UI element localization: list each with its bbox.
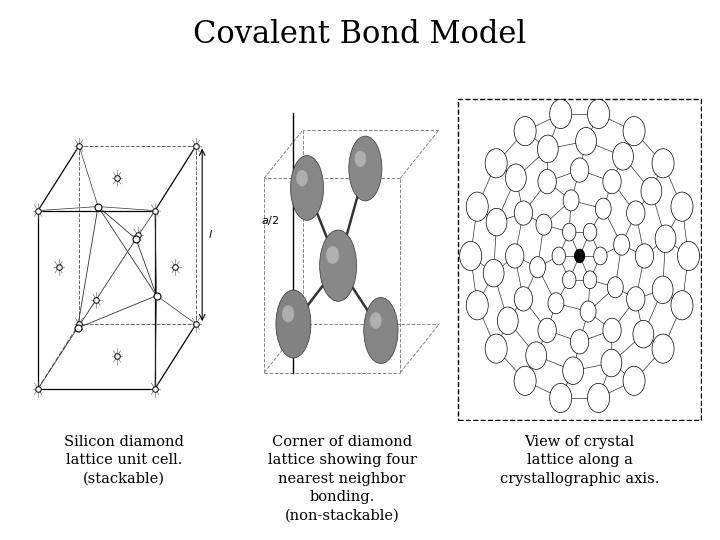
FancyBboxPatch shape <box>459 99 701 420</box>
Ellipse shape <box>549 383 572 413</box>
Ellipse shape <box>514 117 536 146</box>
Text: Covalent Bond Model: Covalent Bond Model <box>194 19 526 50</box>
Ellipse shape <box>603 318 621 342</box>
Ellipse shape <box>563 357 583 384</box>
Ellipse shape <box>354 151 366 167</box>
Ellipse shape <box>549 99 572 129</box>
Ellipse shape <box>641 177 662 205</box>
Ellipse shape <box>514 366 536 395</box>
Ellipse shape <box>623 117 645 146</box>
Ellipse shape <box>467 192 488 221</box>
Ellipse shape <box>613 234 629 255</box>
Ellipse shape <box>678 241 700 271</box>
Ellipse shape <box>583 271 597 289</box>
Ellipse shape <box>652 276 673 303</box>
Text: $a/2$: $a/2$ <box>261 214 279 227</box>
Ellipse shape <box>538 318 557 342</box>
Ellipse shape <box>613 143 634 170</box>
Ellipse shape <box>601 349 622 377</box>
Text: l: l <box>208 230 212 240</box>
Ellipse shape <box>563 190 579 211</box>
Ellipse shape <box>326 246 339 264</box>
Ellipse shape <box>505 244 524 268</box>
Ellipse shape <box>526 342 546 369</box>
Ellipse shape <box>562 223 576 241</box>
Ellipse shape <box>652 148 674 178</box>
Ellipse shape <box>576 127 596 155</box>
Ellipse shape <box>633 320 654 348</box>
Ellipse shape <box>588 99 610 129</box>
Ellipse shape <box>348 136 382 201</box>
Ellipse shape <box>514 287 533 311</box>
Ellipse shape <box>626 287 645 311</box>
Ellipse shape <box>575 249 585 262</box>
Ellipse shape <box>583 223 597 241</box>
Ellipse shape <box>276 290 311 358</box>
Ellipse shape <box>364 298 398 363</box>
Ellipse shape <box>671 291 693 320</box>
Ellipse shape <box>595 198 611 219</box>
Text: Silicon diamond
lattice unit cell.
(stackable): Silicon diamond lattice unit cell. (stac… <box>64 435 184 485</box>
Ellipse shape <box>538 170 557 194</box>
Ellipse shape <box>370 312 382 329</box>
Ellipse shape <box>603 170 621 194</box>
Ellipse shape <box>652 334 674 363</box>
Text: View of crystal
lattice along a
crystallographic axis.: View of crystal lattice along a crystall… <box>500 435 660 485</box>
Ellipse shape <box>514 201 533 225</box>
Ellipse shape <box>562 271 576 289</box>
Ellipse shape <box>536 214 552 235</box>
Ellipse shape <box>655 225 676 253</box>
Ellipse shape <box>548 293 564 314</box>
Ellipse shape <box>282 305 294 322</box>
Ellipse shape <box>530 256 546 278</box>
Ellipse shape <box>467 291 488 320</box>
Ellipse shape <box>498 307 518 335</box>
Ellipse shape <box>626 201 645 225</box>
Ellipse shape <box>671 192 693 221</box>
Ellipse shape <box>580 301 596 322</box>
Ellipse shape <box>505 164 526 192</box>
Ellipse shape <box>588 383 610 413</box>
Ellipse shape <box>296 170 308 186</box>
Ellipse shape <box>594 247 607 265</box>
Ellipse shape <box>486 208 507 236</box>
Ellipse shape <box>552 247 565 265</box>
Ellipse shape <box>320 230 356 301</box>
Ellipse shape <box>623 366 645 395</box>
Ellipse shape <box>459 241 482 271</box>
Ellipse shape <box>290 156 323 220</box>
Ellipse shape <box>570 329 589 354</box>
Ellipse shape <box>570 158 589 183</box>
Ellipse shape <box>608 277 624 298</box>
Ellipse shape <box>483 259 504 287</box>
Ellipse shape <box>485 148 507 178</box>
Ellipse shape <box>537 135 558 163</box>
Text: Corner of diamond
lattice showing four
nearest neighbor
bonding.
(non-stackable): Corner of diamond lattice showing four n… <box>268 435 416 522</box>
Ellipse shape <box>635 244 654 268</box>
Ellipse shape <box>485 334 507 363</box>
